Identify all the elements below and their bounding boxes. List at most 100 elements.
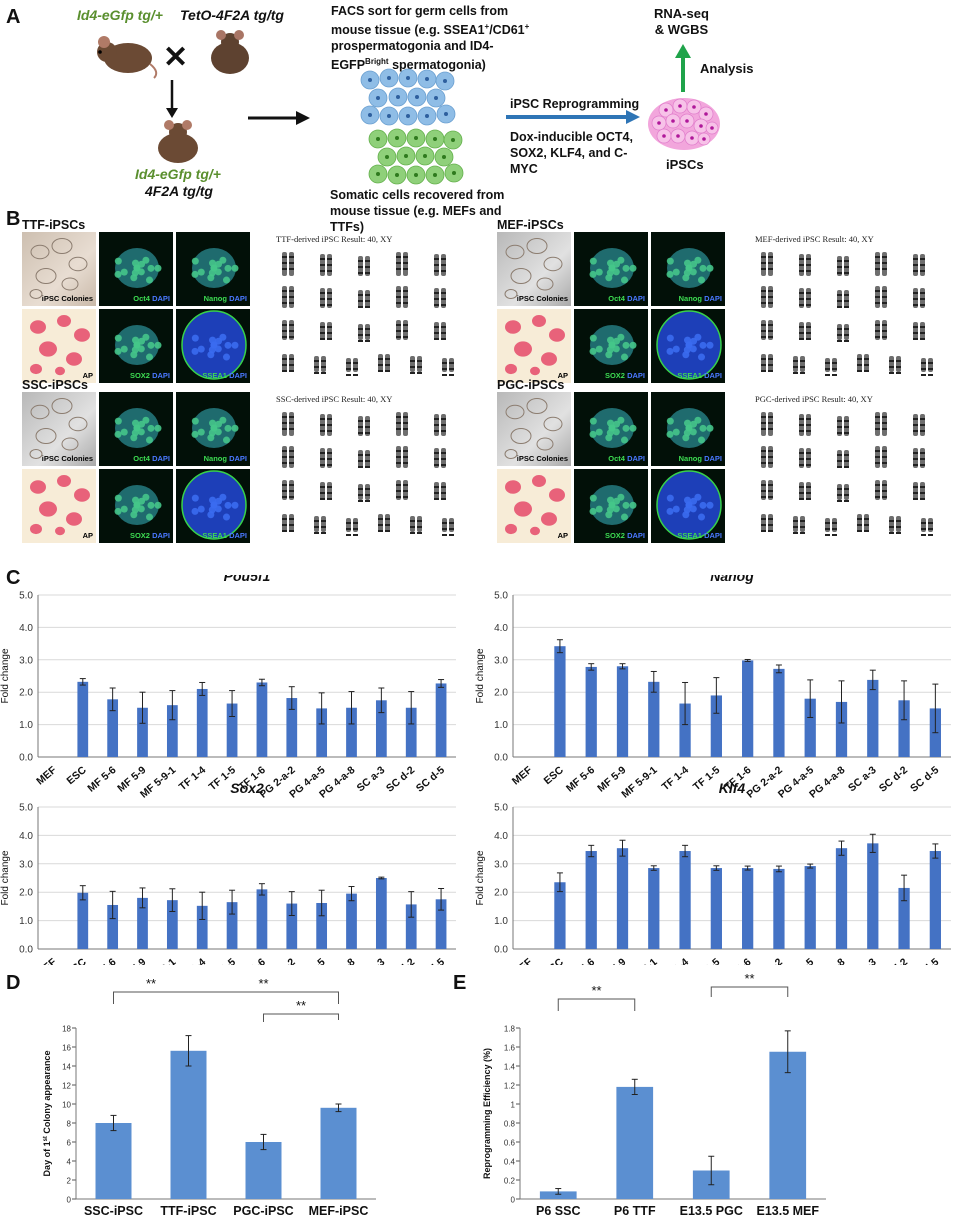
reprogramming-label: iPSC Reprogramming [510, 97, 640, 111]
bar [616, 666, 629, 757]
x-tick-label: SC d-2 [384, 764, 417, 795]
bar [616, 848, 629, 949]
down-arrow-icon [166, 80, 178, 118]
bar [710, 695, 722, 757]
micrograph-tile: Oct4 DAPI [99, 232, 173, 306]
y-tick-label: 0.4 [504, 1158, 516, 1167]
micrograph-label: SSEA1 DAPI [677, 531, 722, 540]
y-axis-label: Fold change [475, 850, 486, 905]
y-axis-label: Fold change [0, 850, 11, 905]
y-tick-label: 2.0 [494, 688, 508, 699]
x-tick-label: TF 1-4 [660, 956, 692, 965]
bar [679, 703, 691, 757]
x-tick-label: SC d-5 [414, 764, 447, 795]
y-tick-label: 1.0 [494, 916, 508, 927]
y-tick-label: 4 [67, 1158, 72, 1167]
factors-label: Dox-inducible OCT4, SOX2, KLF4, and C-MY… [510, 130, 633, 176]
bar [898, 700, 910, 757]
bar [256, 889, 268, 949]
significance-bracket [710, 986, 789, 997]
x-tick-label: SC d-5 [908, 764, 941, 795]
y-tick-label: 5.0 [19, 591, 33, 602]
micrograph-label: Oct4 DAPI [608, 454, 645, 463]
y-tick-label: 1.0 [19, 916, 33, 927]
bar [804, 866, 816, 949]
x-tick-label: TF 1-4 [177, 956, 209, 965]
bar [585, 851, 597, 949]
y-tick-label: 5.0 [494, 591, 508, 602]
micrograph-tile: SSEA1 DAPI [176, 309, 250, 383]
somatic-cell-cluster [368, 128, 464, 185]
analysis-label: Analysis [700, 61, 754, 76]
panel-c-letter: C [6, 567, 21, 589]
y-tick-label: 4.0 [19, 831, 33, 842]
bar [346, 893, 357, 949]
karyotype-image [282, 252, 454, 376]
right-arrow-icon [248, 111, 310, 125]
x-tick-label: SC d-5 [908, 956, 941, 965]
y-tick-label: 1 [511, 1101, 516, 1110]
micrograph-tile: Oct4 DAPI [99, 392, 173, 466]
micrograph-tile: AP [22, 309, 96, 383]
bar [585, 666, 597, 757]
x-tick-label: ESC [64, 764, 89, 787]
x-tick-label: MF 5-9 [595, 956, 628, 965]
significance-bracket [263, 1013, 339, 1022]
micrograph-label: iPSC Colonies [41, 294, 93, 303]
y-tick-label: 2 [67, 1177, 72, 1186]
germ-cell-cluster [360, 68, 456, 126]
bar [867, 843, 879, 949]
bar [405, 707, 417, 757]
y-tick-label: 4.0 [494, 831, 508, 842]
y-axis-label: Fold change [475, 648, 486, 703]
micrograph-tile: SSEA1 DAPI [176, 469, 250, 543]
x-tick-label: MEF [34, 764, 59, 788]
micrograph-tile: SSEA1 DAPI [651, 469, 725, 543]
karyotype-image [761, 412, 933, 536]
micrograph-tile: Nanog DAPI [651, 232, 725, 306]
rnaseq-label: RNA-seq & WGBS [654, 6, 709, 37]
offspring-label-2: 4F2A tg/tg [145, 183, 213, 199]
micrograph-tile: SSEA1 DAPI [651, 309, 725, 383]
bar [107, 904, 119, 949]
bar [346, 707, 357, 757]
karyotype-image [282, 412, 454, 536]
group-title: SSC-iPSCs [22, 378, 88, 392]
x-tick-label: TF 1-4 [177, 764, 209, 793]
micrograph-tile: AP [497, 469, 571, 543]
bar [170, 1050, 207, 1199]
x-tick-label: MF 5-6 [85, 764, 118, 795]
group-title: MEF-iPSCs [497, 218, 564, 232]
x-tick-label: MEF [510, 956, 535, 965]
micrograph-label: Oct4 DAPI [608, 294, 645, 303]
bar [320, 1107, 357, 1199]
bar [710, 868, 722, 949]
bar [773, 668, 785, 757]
bar [196, 905, 208, 949]
bar [226, 703, 238, 757]
micrograph-label: Nanog DAPI [678, 294, 722, 303]
x-tick-label: SC a-3 [355, 956, 388, 965]
bar [835, 701, 848, 757]
bar [804, 698, 816, 757]
y-tick-label: 5.0 [19, 803, 33, 814]
somatic-description: Somatic cells recovered from mouse tissu… [330, 188, 505, 234]
y-tick-label: 1.2 [504, 1082, 516, 1091]
x-tick-label: SC a-3 [355, 764, 388, 794]
y-tick-label: 1.0 [19, 720, 33, 731]
bar [107, 699, 119, 757]
micrograph-tile: Oct4 DAPI [574, 392, 648, 466]
y-tick-label: 8 [67, 1120, 72, 1129]
bar [286, 698, 298, 757]
y-tick-label: 6 [67, 1139, 72, 1148]
panel-e-letter: E [453, 972, 467, 994]
bar-chart: 0 2 4 6 8 10 12 14 16 18 SSC-iPSC TTF-iPSC PGC-iPSC M… [42, 976, 376, 1218]
x-tick-label: SC d-2 [384, 956, 417, 965]
x-tick-label: TF 1-6 [236, 956, 268, 965]
x-tick-label: SC d-2 [877, 956, 910, 965]
bar [245, 1142, 282, 1199]
micrograph-label: Oct4 DAPI [133, 294, 170, 303]
reprogramming-arrow-icon [506, 110, 640, 124]
bar [835, 848, 848, 949]
